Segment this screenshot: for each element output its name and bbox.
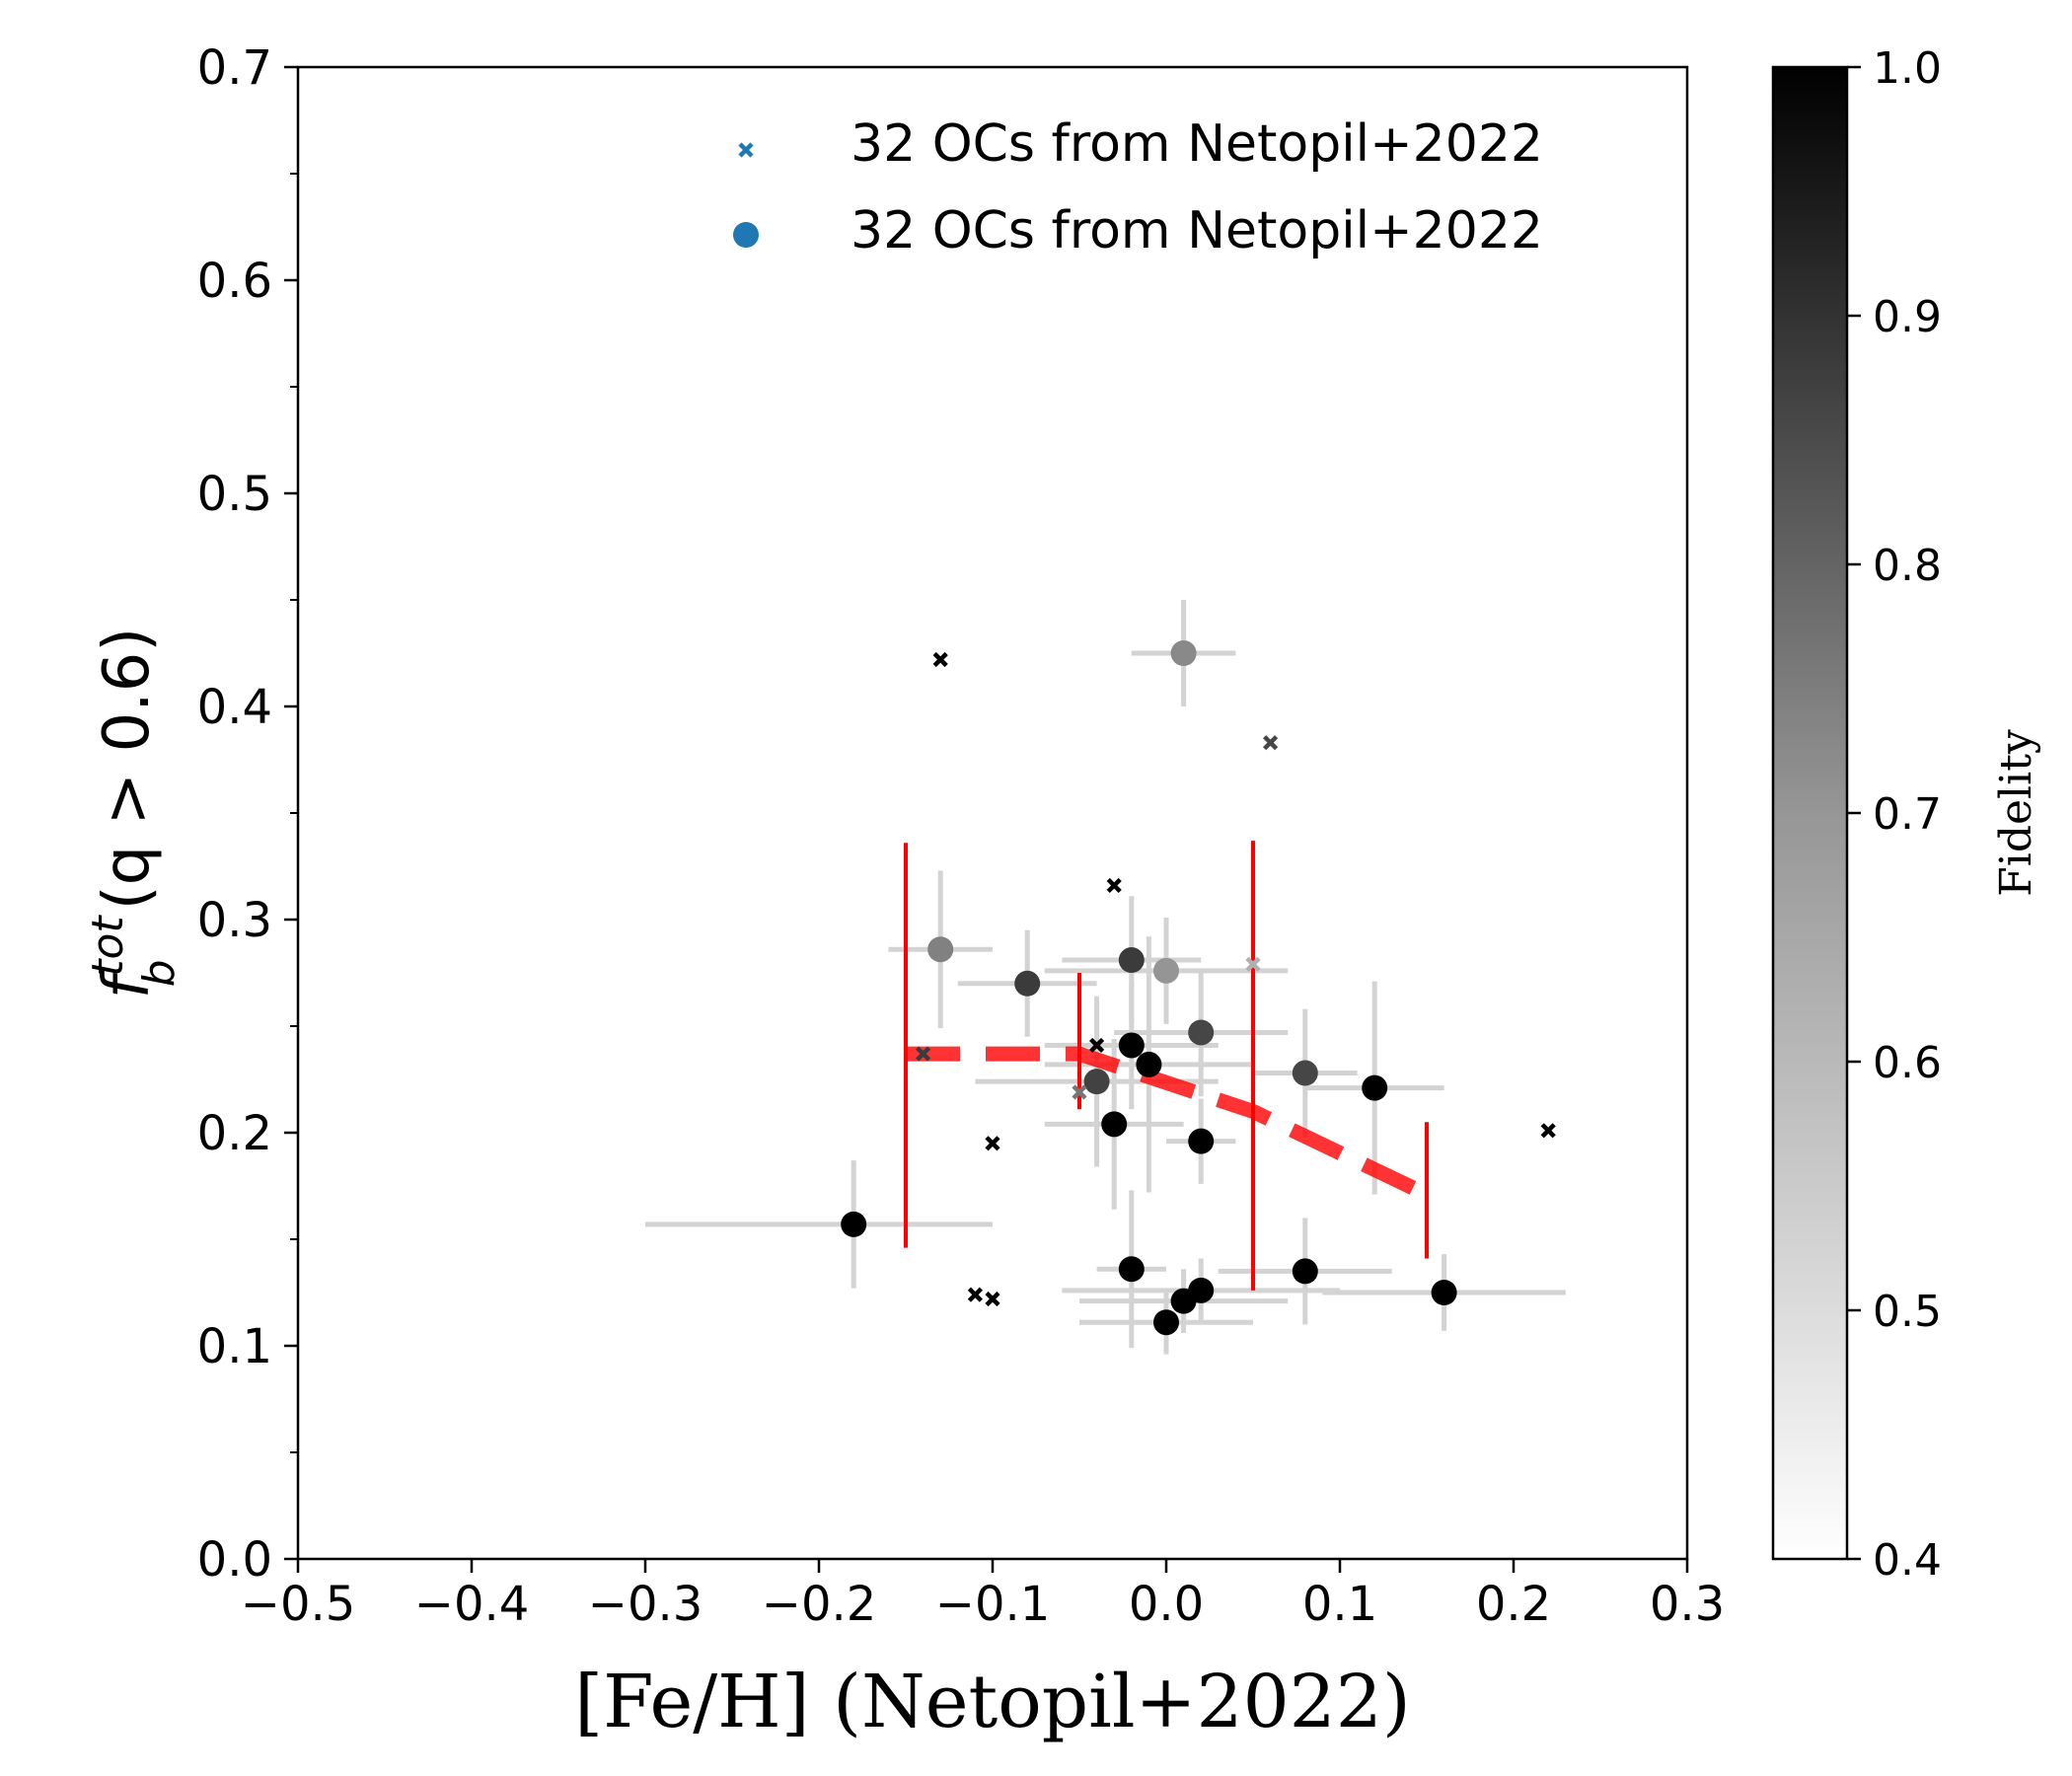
y-tick-label: 0.0	[197, 1532, 272, 1588]
circle-point	[1362, 1074, 1388, 1101]
circle-point	[1170, 640, 1197, 666]
x-tick-label: −0.3	[588, 1577, 703, 1632]
cross-point	[1245, 956, 1261, 972]
colorbar-label: Fidelity	[1991, 729, 2041, 897]
circle-point	[1118, 1032, 1145, 1059]
y-tick-label: 0.5	[197, 467, 272, 522]
legend-item-crosses: 32 OCs from Netopil+2022	[738, 114, 1543, 174]
cross-point	[985, 1291, 1000, 1307]
circle-point	[1083, 1069, 1110, 1095]
cross-point	[1263, 735, 1279, 751]
y-tick-label: 0.6	[197, 254, 272, 309]
y-tick-label: 0.1	[197, 1319, 272, 1374]
circle-point	[927, 936, 954, 963]
legend-label-circles: 32 OCs from Netopil+2022	[851, 201, 1543, 260]
cross-point	[967, 1287, 983, 1302]
x-axis-label: [Fe/H] (Netopil+2022)	[574, 1660, 1410, 1744]
cross-point	[932, 651, 948, 668]
y-tick-label: 0.2	[197, 1106, 272, 1161]
colorbar-tick-label: 0.7	[1873, 789, 1942, 840]
cross-point	[916, 1046, 931, 1062]
y-axis-label: ftotb(q > 0.6)	[83, 628, 185, 999]
circle-point	[1188, 1128, 1215, 1154]
legend-label-crosses: 32 OCs from Netopil+2022	[851, 114, 1543, 174]
trend-dashed-line	[906, 1046, 1431, 1202]
colorbar-tick-label: 0.8	[1873, 541, 1942, 591]
x-tick-label: −0.1	[935, 1577, 1051, 1632]
legend: 32 OCs from Netopil+2022 32 OCs from Net…	[733, 114, 1543, 260]
circle-point	[1188, 1019, 1215, 1046]
x-tick-label: 0.0	[1129, 1577, 1204, 1632]
circle-point	[1118, 1256, 1145, 1283]
circle-point	[1153, 957, 1179, 984]
x-tick-label: −0.5	[241, 1577, 356, 1632]
y-axis: 0.0 0.1 0.2 0.3 0.4 0.5 0.6 0.7	[197, 40, 298, 1588]
trend-line	[904, 841, 1431, 1291]
circle-point	[1136, 1051, 1162, 1077]
legend-cross-marker	[738, 142, 754, 158]
y-tick-label: 0.7	[197, 40, 272, 96]
circle-point	[841, 1211, 867, 1237]
circle-point	[1292, 1258, 1318, 1285]
y-axis-label-superscript: tot	[83, 915, 133, 977]
circle-point	[1292, 1060, 1318, 1086]
colorbar-gradient	[1771, 65, 1849, 1561]
y-axis-label-suffix: (q > 0.6)	[91, 628, 164, 911]
cross-point	[1106, 877, 1122, 894]
x-tick-label: 0.3	[1650, 1577, 1725, 1632]
y-tick-label: 0.3	[197, 893, 272, 948]
cross-point	[1072, 1084, 1087, 1100]
colorbar-tick-label: 0.6	[1873, 1038, 1942, 1088]
x-tick-label: −0.2	[762, 1577, 877, 1632]
data-points	[841, 640, 1556, 1336]
circle-point	[1118, 947, 1145, 974]
cross-point	[985, 1136, 1000, 1151]
legend-item-circles: 32 OCs from Netopil+2022	[733, 201, 1543, 260]
circle-point	[1188, 1277, 1215, 1303]
x-axis: −0.5 −0.4 −0.3 −0.2 −0.1 0.0 0.1 0.2 0.3	[241, 1559, 1725, 1632]
cross-point	[1089, 1037, 1105, 1054]
cross-point	[1540, 1123, 1556, 1139]
colorbar-tick-label: 1.0	[1873, 43, 1942, 94]
y-axis-label-subscript: b	[134, 959, 185, 987]
colorbar-tick-label: 0.5	[1873, 1287, 1942, 1337]
colorbar-tick-label: 0.4	[1873, 1535, 1942, 1586]
plot-area	[296, 65, 1689, 1561]
circle-point	[1014, 970, 1041, 997]
circle-point	[1153, 1309, 1179, 1336]
colorbar: 0.4 0.5 0.6 0.7 0.8 0.9 1.0 Fidelity	[1771, 43, 2041, 1586]
x-tick-label: 0.2	[1476, 1577, 1551, 1632]
colorbar-ticks: 0.4 0.5 0.6 0.7 0.8 0.9 1.0	[1847, 43, 1942, 1586]
circle-point	[1431, 1280, 1457, 1305]
x-tick-label: −0.4	[414, 1577, 530, 1632]
y-tick-label: 0.4	[197, 680, 272, 735]
legend-circle-marker	[733, 222, 759, 248]
circle-point	[1101, 1111, 1128, 1138]
x-tick-label: 0.1	[1302, 1577, 1377, 1632]
colorbar-tick-label: 0.9	[1873, 292, 1942, 342]
